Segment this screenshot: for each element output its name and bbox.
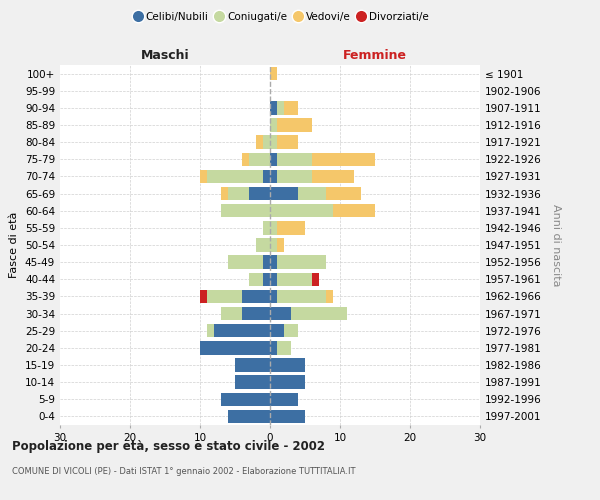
Bar [270,101,277,114]
Bar [277,221,305,234]
Bar [221,307,242,320]
Legend: Celibi/Nubili, Coniugati/e, Vedovi/e, Divorziati/e: Celibi/Nubili, Coniugati/e, Vedovi/e, Di… [131,8,433,26]
Bar [270,410,305,423]
Bar [235,358,270,372]
Bar [291,307,347,320]
Bar [270,136,277,149]
Bar [326,290,333,303]
Bar [270,67,277,80]
Bar [277,118,312,132]
Bar [277,290,326,303]
Bar [333,204,375,218]
Bar [263,221,270,234]
Bar [270,204,333,218]
Bar [270,256,277,269]
Bar [312,272,319,286]
Bar [228,256,263,269]
Bar [277,256,326,269]
Bar [207,324,214,338]
Bar [256,136,263,149]
Bar [326,187,361,200]
Bar [242,290,270,303]
Bar [298,187,326,200]
Bar [270,152,277,166]
Bar [277,170,312,183]
Bar [249,152,270,166]
Bar [277,238,284,252]
Bar [270,307,291,320]
Bar [277,152,312,166]
Bar [277,272,312,286]
Bar [270,392,298,406]
Y-axis label: Fasce di età: Fasce di età [10,212,19,278]
Bar [221,187,228,200]
Bar [270,358,305,372]
Text: Popolazione per età, sesso e stato civile - 2002: Popolazione per età, sesso e stato civil… [12,440,325,453]
Bar [270,341,277,354]
Bar [200,170,207,183]
Bar [221,204,270,218]
Bar [263,256,270,269]
Bar [263,170,270,183]
Bar [270,324,284,338]
Bar [284,324,298,338]
Bar [277,101,284,114]
Bar [284,101,298,114]
Bar [214,324,270,338]
Y-axis label: Anni di nascita: Anni di nascita [551,204,561,286]
Bar [270,376,305,389]
Bar [249,272,263,286]
Bar [277,341,291,354]
Text: Femmine: Femmine [343,48,407,62]
Bar [270,118,277,132]
Bar [270,290,277,303]
Bar [228,410,270,423]
Bar [207,290,242,303]
Bar [200,341,270,354]
Bar [228,187,249,200]
Bar [200,290,207,303]
Bar [263,272,270,286]
Bar [270,221,277,234]
Bar [242,152,249,166]
Bar [235,376,270,389]
Bar [312,170,354,183]
Bar [207,170,263,183]
Bar [277,136,298,149]
Bar [270,272,277,286]
Bar [221,392,270,406]
Bar [242,307,270,320]
Bar [263,136,270,149]
Bar [270,170,277,183]
Bar [249,187,270,200]
Bar [270,238,277,252]
Bar [312,152,375,166]
Bar [256,238,270,252]
Bar [270,187,298,200]
Text: COMUNE DI VICOLI (PE) - Dati ISTAT 1° gennaio 2002 - Elaborazione TUTTITALIA.IT: COMUNE DI VICOLI (PE) - Dati ISTAT 1° ge… [12,468,355,476]
Text: Maschi: Maschi [140,48,190,62]
